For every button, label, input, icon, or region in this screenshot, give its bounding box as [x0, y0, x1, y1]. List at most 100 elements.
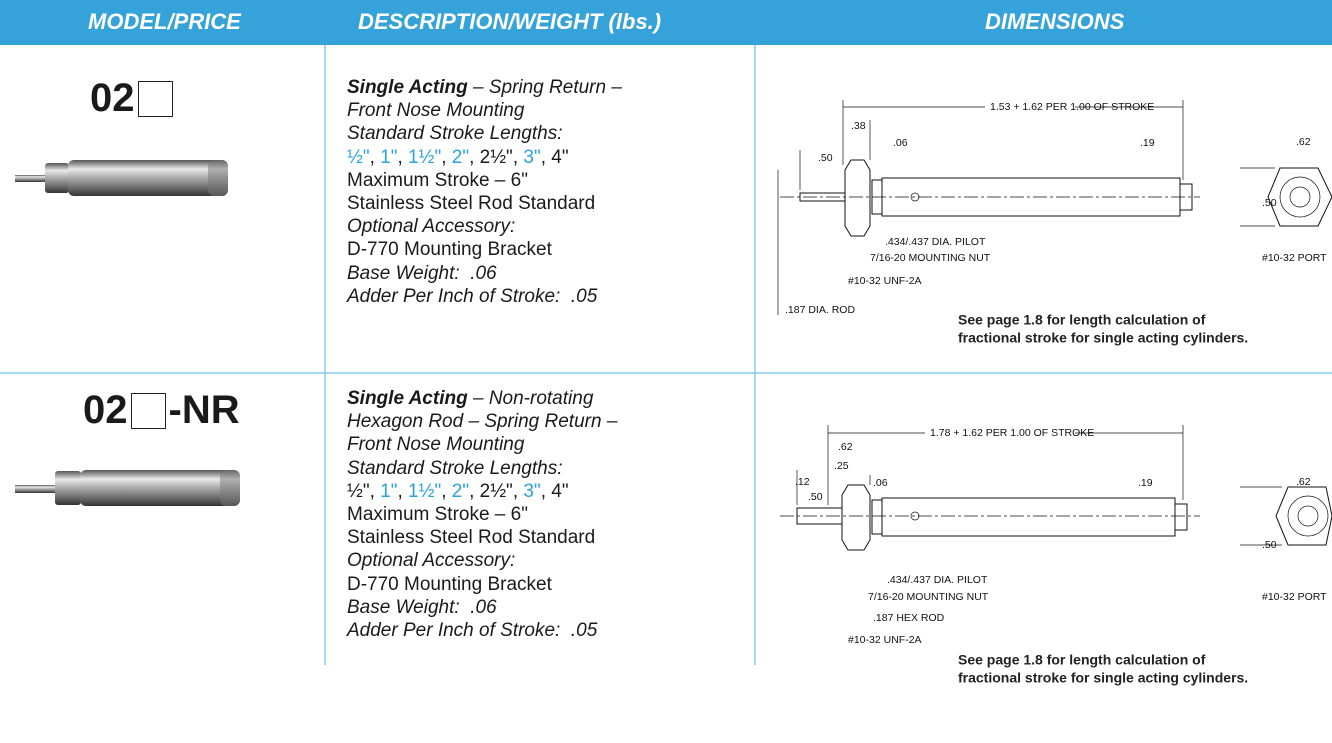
description-line: D-770 Mounting Bracket	[347, 573, 617, 596]
header-bar: MODEL/PRICE DESCRIPTION/WEIGHT (lbs.) DI…	[0, 0, 1332, 45]
description-text: Adder Per Inch of Stroke: .05	[347, 620, 598, 642]
dimension-label: #10-32 PORT	[1262, 591, 1327, 603]
note: fractional stroke for single acting cyli…	[958, 330, 1248, 346]
description-text: D-770 Mounting Bracket	[347, 239, 552, 261]
dimension-label: 7/16-20 MOUNTING NUT	[868, 591, 989, 603]
note: fractional stroke for single acting cyli…	[958, 670, 1248, 686]
description-text: 2"	[451, 146, 470, 168]
description-text: Standard Stroke Lengths:	[347, 123, 563, 145]
option-box	[130, 392, 166, 429]
description-text: 4"	[551, 480, 569, 502]
description-text: 1"	[380, 146, 398, 168]
description-line: Base Weight: .06	[347, 596, 617, 619]
description-text: ,	[441, 146, 452, 168]
description-text: Maximum Stroke – 6"	[347, 169, 528, 191]
description-text: ,	[512, 480, 524, 502]
dimension-label: .19	[1140, 137, 1155, 149]
description-text: Front Nose Mounting	[347, 100, 525, 122]
option-box	[137, 80, 173, 117]
dimension-label: #10-32 PORT	[1262, 252, 1327, 264]
dimension-label: 7/16-20 MOUNTING NUT	[870, 252, 991, 264]
description-text: 2½"	[479, 146, 513, 168]
description-line: Maximum Stroke – 6"	[347, 169, 622, 192]
dimension-label: .62	[1296, 136, 1311, 148]
description-line: Standard Stroke Lengths:	[347, 122, 622, 145]
description-line: D-770 Mounting Bracket	[347, 238, 622, 261]
description-text: ½"	[347, 480, 370, 502]
description-text: Stainless Steel Rod Standard	[347, 193, 596, 215]
dimension-label: .06	[873, 477, 888, 489]
dimension-label: .38	[851, 120, 866, 132]
description-line: Adder Per Inch of Stroke: .05	[347, 285, 622, 308]
description-text: Single Acting	[347, 388, 468, 409]
dimension-label: .62	[1296, 476, 1311, 488]
model: 02 -NR	[83, 388, 240, 433]
description-text: ,	[540, 480, 552, 502]
description-text: Optional Accessory:	[347, 216, 516, 238]
product-photo	[15, 470, 240, 506]
dimension-drawing: 1.53 + 1.62 PER 1.00 OF STROKE .38 .06 .…	[777, 100, 1332, 346]
description-line: Front Nose Mounting	[347, 99, 622, 122]
description-text: Stainless Steel Rod Standard	[347, 527, 596, 549]
description-text: ,	[469, 480, 480, 502]
dimension-drawing: 1.78 + 1.62 PER 1.00 OF STROKE .62 .25 .…	[780, 425, 1332, 686]
description-text: ,	[469, 146, 480, 168]
description-line: Base Weight: .06	[347, 262, 622, 285]
description-text: ,	[512, 146, 524, 168]
note: See page 1.8 for length calculation of	[958, 652, 1206, 668]
description-text: Base Weight: .06	[347, 262, 497, 284]
dimension-label: .19	[1138, 477, 1153, 489]
description-text: 2"	[451, 480, 470, 502]
description-text: 3"	[523, 146, 541, 168]
description-line: Stainless Steel Rod Standard	[347, 526, 617, 549]
description-text: D-770 Mounting Bracket	[347, 573, 552, 595]
dimension-label: 1.78 + 1.62 PER 1.00 OF STROKE	[930, 427, 1094, 439]
description-text: ½"	[347, 146, 370, 168]
model: 02	[90, 76, 176, 121]
model-suffix: -NR	[168, 388, 240, 432]
description-text: 1"	[380, 480, 398, 502]
description-text: Optional Accessory:	[347, 550, 516, 572]
column-header: MODEL/PRICE	[88, 9, 241, 34]
description-line: Stainless Steel Rod Standard	[347, 192, 622, 215]
description-text: ,	[540, 146, 552, 168]
description-text: 1½"	[408, 146, 442, 168]
description-text: – Spring Return –	[467, 77, 622, 98]
product-photo	[15, 160, 228, 196]
model-number: 02	[90, 76, 135, 120]
dimension-label: .12	[795, 476, 810, 488]
model-number: 02	[83, 388, 128, 432]
description-line: Single Acting – Non-rotating	[347, 387, 617, 410]
dimension-label: .50	[818, 152, 833, 164]
description-line: ½", 1", 1½", 2", 2½", 3", 4"	[347, 146, 622, 169]
dimension-label: .434/.437 DIA. PILOT	[885, 236, 986, 248]
dimension-label: 1.53 + 1.62 PER 1.00 OF STROKE	[990, 101, 1154, 113]
note: See page 1.8 for length calculation of	[958, 312, 1206, 328]
description: Single Acting – Non-rotating Hexagon Rod …	[347, 387, 617, 642]
dimension-label: .06	[893, 137, 908, 149]
dimension-label: .62	[838, 441, 853, 453]
description-text: ,	[369, 146, 381, 168]
description-text: ,	[397, 480, 409, 502]
description-text: Hexagon Rod – Spring Return –	[347, 411, 618, 433]
description-line: Optional Accessory:	[347, 215, 622, 238]
description-text: Single Acting	[347, 77, 468, 98]
description-text: 3"	[523, 480, 541, 502]
description-text: Standard Stroke Lengths:	[347, 457, 563, 479]
column-header: DIMENSIONS	[985, 9, 1125, 34]
description-text: 4"	[551, 146, 569, 168]
dimension-label: .50	[1262, 539, 1277, 551]
description-line: Single Acting – Spring Return –	[347, 76, 622, 99]
dimension-label: #10-32 UNF-2A	[848, 275, 922, 287]
description-text: Adder Per Inch of Stroke: .05	[347, 285, 598, 307]
description-text: ,	[441, 480, 452, 502]
description: Single Acting – Spring Return – Front Nos…	[347, 76, 622, 308]
dimension-label: .187 DIA. ROD	[785, 304, 855, 316]
description-text: Base Weight: .06	[347, 596, 497, 618]
description-line: Hexagon Rod – Spring Return –	[347, 410, 617, 433]
description-text: 1½"	[408, 480, 442, 502]
dimension-label: .434/.437 DIA. PILOT	[887, 574, 988, 586]
description-line: Adder Per Inch of Stroke: .05	[347, 619, 617, 642]
